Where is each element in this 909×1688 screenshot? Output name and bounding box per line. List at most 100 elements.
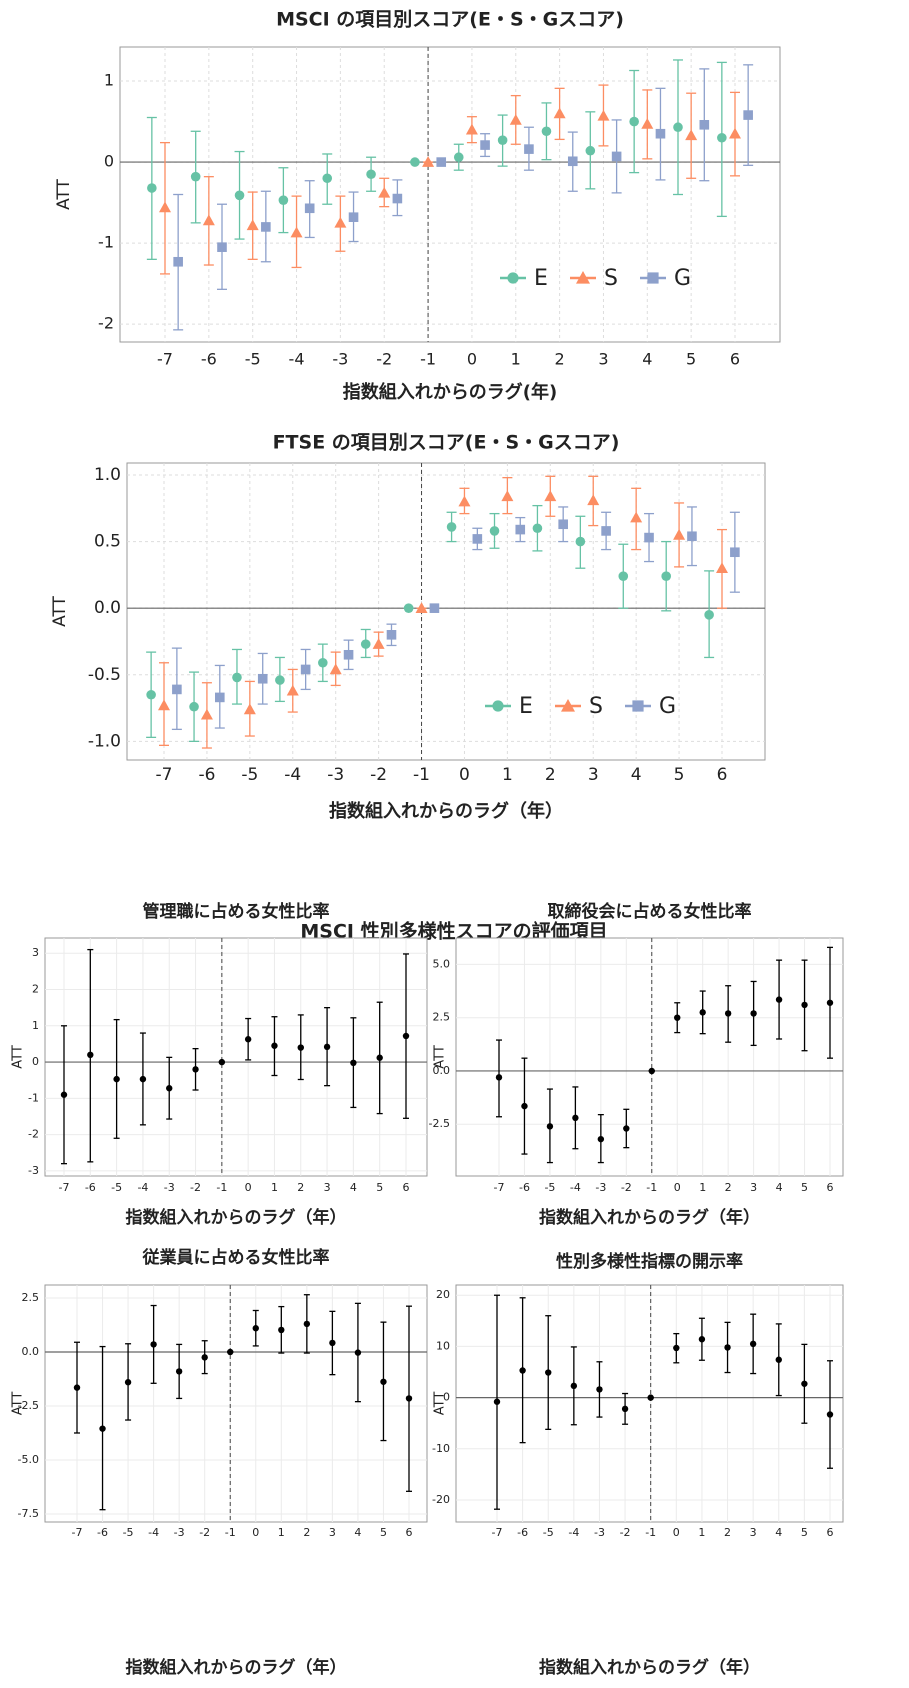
x-tick-label: 6 [403,1181,410,1194]
point [458,495,471,507]
x-tick-label: 6 [406,1526,413,1539]
point [699,1009,706,1016]
point [286,684,299,696]
y-tick-label: 0.0 [433,1064,451,1077]
point [724,1344,731,1351]
point [558,519,568,530]
point [334,216,347,228]
x-tick-label: -6 [85,1181,96,1194]
x-tick-label: 2 [725,1181,732,1194]
point [641,117,654,129]
point [73,1384,81,1391]
x-tick-label: 2 [303,1526,310,1539]
point [587,494,600,506]
point [674,1014,681,1021]
point [826,999,834,1006]
x-tick-label: -2 [376,350,392,369]
x-tick-label: -4 [148,1526,159,1539]
x-tick-label: -2 [621,1181,632,1194]
y-axis-label: ATT [433,1045,448,1069]
x-tick-label: 3 [324,1181,331,1194]
x-tick-label: -3 [174,1526,185,1539]
x-tick-label: 1 [511,350,521,369]
x-axis-label: 指数組入れからのラグ（年） [539,1207,760,1228]
point [661,571,671,582]
x-tick-label: 2 [724,1526,731,1539]
point [647,1394,654,1401]
x-tick-label: 1 [699,1181,706,1194]
point [366,169,376,180]
plot-area [44,937,428,1177]
point [699,120,710,130]
point [243,703,256,715]
point [436,157,447,167]
x-tick-label: -3 [327,765,344,785]
y-tick-label: 1 [32,1019,39,1032]
point [329,1339,336,1347]
point [172,684,182,695]
x-axis-label: 指数組入れからのラグ（年） [126,1657,347,1678]
x-tick-label: 3 [750,1181,757,1194]
point [673,122,683,133]
point [618,571,629,582]
point [159,201,171,213]
point [415,602,428,613]
x-tick-label: -1 [420,350,436,369]
x-tick-label: 2 [555,350,565,369]
point [480,140,490,150]
point [150,1341,157,1348]
point [252,1325,259,1332]
point [493,1398,501,1405]
point [545,1369,552,1376]
point [546,1123,554,1130]
x-tick-label: -5 [123,1526,134,1539]
point [350,1059,357,1067]
point [215,692,225,703]
y-tick-label: -1.0 [88,731,121,751]
x-tick-label: 3 [750,1526,757,1539]
section-title: MSCI 性別多様性スコアの評価項目 [300,920,607,943]
y-tick-label: -1 [28,1091,39,1104]
point [497,135,508,146]
point [630,511,643,523]
point [501,490,514,502]
x-tick-label: -7 [157,350,173,369]
x-tick-label: 2 [297,1181,304,1194]
legend-marker [561,699,575,712]
x-tick-label: 0 [245,1181,252,1194]
point [673,528,686,540]
point [232,672,242,683]
x-tick-label: 0 [467,350,477,369]
legend-marker [647,272,659,284]
point [453,152,464,163]
x-tick-label: -1 [216,1181,227,1194]
chart-title: MSCI の項目別スコア(E・S・Gスコア) [276,9,624,31]
y-tick-label: 0.0 [22,1345,40,1358]
x-tick-label: 3 [598,350,608,369]
y-tick-label: 2.5 [22,1291,40,1304]
point [275,675,285,685]
point [515,524,526,535]
point [378,186,391,198]
y-tick-label: -2.5 [429,1117,450,1130]
x-tick-label: -5 [544,1181,555,1194]
point [348,212,359,222]
x-tick-label: -2 [199,1526,210,1539]
point [743,110,753,120]
point [257,673,268,684]
point [544,490,557,502]
y-tick-label: 0.5 [94,532,121,552]
y-axis-label: ATT [433,1392,448,1416]
x-tick-label: 4 [631,765,642,785]
point [410,157,420,167]
x-tick-label: 3 [588,765,599,785]
point [704,610,714,620]
y-tick-label: 0.0 [94,598,121,618]
y-tick-label: 0 [104,152,114,171]
x-tick-label: -4 [570,1181,581,1194]
x-tick-label: -6 [97,1526,108,1539]
x-tick-label: -3 [595,1181,606,1194]
x-tick-label: -7 [494,1181,505,1194]
legend-marker [507,272,519,284]
